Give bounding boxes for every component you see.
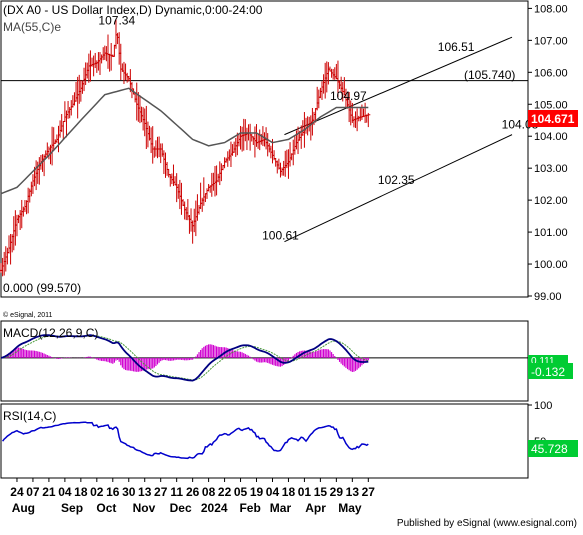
macd-layer — [0, 334, 528, 382]
x-axis-tick-label: 27 — [154, 485, 168, 499]
last-price-box — [528, 110, 578, 127]
x-axis-tick-label: 18 — [74, 485, 88, 499]
price-axis-tick-label: 99.00 — [534, 291, 562, 303]
channel-lower-line — [284, 134, 513, 243]
price-annotation: 107.34 — [98, 13, 135, 27]
x-axis-tick-label: 30 — [122, 485, 136, 499]
x-axis-month-label: Dec — [170, 501, 192, 515]
rsi-value-label: 45.728 — [531, 442, 568, 456]
price-annotation: 100.61 — [262, 229, 299, 243]
x-axis-month-label: Oct — [96, 501, 116, 515]
fib-label: 0.000 (99.570) — [3, 281, 81, 295]
x-axis-month-label: Sep — [61, 501, 83, 515]
last-price-label: 104.671 — [531, 112, 575, 126]
price-axis-tick-label: 101.00 — [534, 227, 568, 239]
price-axis-tick-label: 102.00 — [534, 195, 568, 207]
footer-credit: Published by eSignal (www.esignal.com) — [397, 518, 577, 529]
x-axis-tick-label: 18 — [282, 485, 296, 499]
x-axis-tick-label: 11 — [170, 485, 183, 499]
macd-label: MACD(12,26,9,C) — [3, 326, 98, 340]
macd-line — [0, 334, 369, 382]
macd-value-label: -0.132 — [531, 365, 565, 379]
signal-value-label: 0.111 — [531, 356, 555, 367]
price-axis-tick-label: 103.00 — [534, 163, 568, 175]
x-axis-tick-label: 13 — [346, 485, 360, 499]
x-axis-tick-label: 15 — [314, 485, 328, 499]
rsi-label: RSI(14,C) — [3, 409, 56, 423]
price-annotation: 106.51 — [438, 40, 475, 54]
x-axis-tick-label: 08 — [202, 485, 216, 499]
rsi-axis-tick-label: 100 — [534, 400, 552, 412]
horizontal-level-label: (105.740) — [464, 68, 515, 82]
price-annotation: 104.97 — [330, 89, 367, 103]
rsi-value-box — [528, 440, 578, 457]
x-axis-month-label: Nov — [133, 501, 156, 515]
x-axis-tick-label: 24 — [10, 485, 24, 499]
x-axis-tick-label: 16 — [106, 485, 120, 499]
x-axis-month-label: 2024 — [201, 501, 228, 515]
price-axis-tick-label: 105.00 — [534, 99, 568, 111]
x-axis-tick-label: 13 — [138, 485, 152, 499]
price-axis-tick-label: 100.00 — [534, 259, 568, 271]
price-axis-tick-label: 108.00 — [534, 3, 568, 15]
signal-value-box — [528, 355, 568, 365]
macd-value-box — [528, 363, 573, 379]
x-axis-tick-label: 04 — [266, 485, 280, 499]
copyright-label: © eSignal, 2011 — [3, 311, 53, 319]
ma-label: MA(55,C)e — [3, 20, 61, 34]
rsi-panel-frame — [0, 403, 529, 479]
x-axis-month-label: Feb — [239, 501, 260, 515]
x-axis-tick-label: 27 — [362, 485, 376, 499]
rsi-layer — [2, 421, 369, 460]
x-axis-tick-label: 21 — [42, 485, 56, 499]
x-axis-tick-label: 29 — [330, 485, 344, 499]
price-annotation: 102.35 — [378, 173, 415, 187]
x-axis-tick-label: 19 — [250, 485, 264, 499]
x-axis-tick-label: 22 — [218, 485, 232, 499]
ma-line — [0, 87, 369, 195]
price-axis-tick-label: 107.00 — [534, 35, 568, 47]
price-axis-tick-label: 106.00 — [534, 67, 568, 79]
chart-title: (DX A0 - US Dollar Index,D) Dynamic,0:00… — [3, 3, 263, 17]
x-axis-tick-label: 01 — [298, 485, 312, 499]
x-axis-month-label: May — [338, 501, 362, 515]
x-axis-tick-label: 07 — [26, 485, 40, 499]
price-panel-frame — [0, 0, 529, 298]
channel-upper-line — [284, 36, 513, 136]
x-axis-month-label: Apr — [305, 501, 326, 515]
x-axis-tick-label: 26 — [186, 485, 200, 499]
x-axis-tick-label: 04 — [58, 485, 72, 499]
rsi-line — [2, 421, 369, 460]
x-axis-month-label: Aug — [12, 501, 35, 515]
price-axis-tick-label: 104.00 — [534, 131, 568, 143]
x-axis-tick-label: 02 — [90, 485, 104, 499]
x-axis-month-label: Mar — [270, 501, 292, 515]
x-axis-tick-label: 05 — [234, 485, 248, 499]
